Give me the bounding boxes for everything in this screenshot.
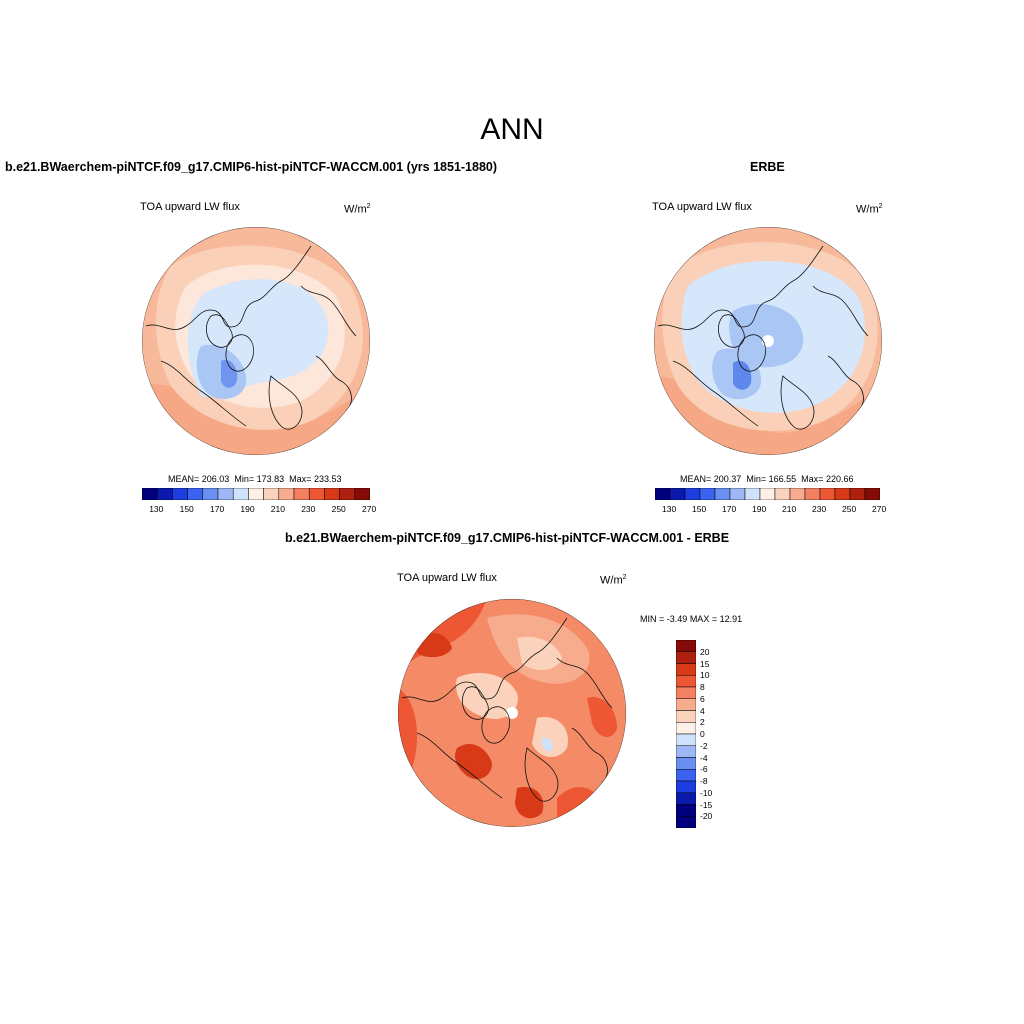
right-units-label: W/m2 [856,203,883,216]
right-case-title: ERBE [750,160,785,174]
colorbar-tick-label: -15 [700,799,713,810]
colorbar-tick-label: 8 [700,682,705,692]
colorbar-swatch [676,663,696,676]
colorbar-swatch [669,488,686,500]
colorbar-swatch [834,488,851,500]
colorbar-tick-label: 130 [662,504,677,514]
colorbar-tick-label: 4 [700,705,705,716]
colorbar-tick-label: 130 [149,504,164,514]
colorbar-tick-label: 150 [692,504,707,514]
colorbar-swatch [864,488,880,500]
colorbar-swatch [699,488,716,500]
colorbar-swatch [684,488,701,500]
left-colorbar-ticks: 130 150 170 190 210 230 250 270 [142,504,376,516]
colorbar-swatch [142,488,158,500]
colorbar-swatch [849,488,866,500]
colorbar-tick-label: -2 [700,740,708,751]
colorbar-tick-label: 15 [700,658,710,669]
colorbar-swatch [676,757,696,770]
colorbar-swatch [789,488,806,500]
colorbar-swatch [729,488,746,500]
page-title: ANN [480,113,544,146]
colorbar-swatch [759,488,776,500]
left-case-title: b.e21.BWaerchem-piNTCF.f09_g17.CMIP6-his… [5,160,498,174]
colorbar-tick-label: 250 [331,504,346,514]
colorbar-swatch [676,651,696,664]
colorbar-swatch [774,488,791,500]
colorbar-swatch [676,816,696,828]
diff-colorbar-ticks: 20 15 10 8 6 4 2 0 -2 -4 -6 -8 -10 -15 -20 [700,640,740,828]
colorbar-tick-label: 230 [301,504,316,514]
colorbar-swatch [804,488,821,500]
right-colorbar [655,488,880,500]
colorbar-tick-label: -20 [700,811,713,822]
colorbar-swatch [354,488,370,500]
colorbar-swatch [676,640,696,652]
colorbar-swatch [217,488,234,500]
colorbar-tick-label: -8 [700,776,708,786]
colorbar-swatch [232,488,249,500]
colorbar-tick-label: 170 [722,504,737,514]
left-variable-label: TOA upward LW flux [140,201,240,213]
colorbar-swatch [278,488,295,500]
colorbar-swatch [308,488,325,500]
colorbar-swatch [744,488,761,500]
right-polar-map [654,227,882,455]
colorbar-swatch [676,722,696,735]
colorbar-swatch [676,804,696,817]
colorbar-swatch [263,488,280,500]
colorbar-swatch [714,488,731,500]
colorbar-swatch [676,686,696,699]
colorbar-swatch [187,488,204,500]
colorbar-tick-label: 210 [270,504,285,514]
colorbar-swatch [676,698,696,711]
colorbar-tick-label: 150 [179,504,194,514]
colorbar-swatch [655,488,671,500]
colorbar-swatch [676,710,696,723]
colorbar-swatch [676,733,696,746]
colorbar-tick-label: 2 [700,717,705,728]
colorbar-swatch [324,488,340,500]
colorbar-swatch [676,769,696,782]
diff-polar-map [398,599,626,827]
colorbar-tick-label: 0 [700,729,705,739]
diff-units-label: W/m2 [600,574,627,587]
colorbar-tick-label: 270 [362,504,377,514]
left-stats: MEAN= 206.03 Min= 173.83 Max= 233.53 [168,474,342,484]
colorbar-swatch [293,488,310,500]
colorbar-swatch [676,780,696,793]
diff-variable-label: TOA upward LW flux [397,572,497,584]
colorbar-tick-label: -6 [700,764,708,775]
diff-case-title: b.e21.BWaerchem-piNTCF.f09_g17.CMIP6-his… [285,531,730,545]
colorbar-swatch [819,488,836,500]
colorbar-swatch [676,675,696,688]
colorbar-tick-label: 270 [872,504,887,514]
right-colorbar-ticks: 130 150 170 190 210 230 250 270 [655,504,886,516]
right-variable-label: TOA upward LW flux [652,201,752,213]
colorbar-tick-label: 210 [782,504,797,514]
colorbar-tick-label: 10 [700,670,710,681]
left-colorbar [142,488,370,500]
left-units-label: W/m2 [344,203,371,216]
left-polar-map [142,227,370,455]
right-stats: MEAN= 200.37 Min= 166.55 Max= 220.66 [680,474,854,484]
colorbar-tick-label: 250 [842,504,857,514]
colorbar-swatch [172,488,188,500]
colorbar-tick-label: 20 [700,646,710,657]
colorbar-swatch [676,745,696,758]
colorbar-tick-label: -10 [700,787,713,798]
colorbar-tick-label: 6 [700,693,705,704]
diff-colorbar [676,640,696,828]
colorbar-tick-label: 190 [240,504,255,514]
diff-minmax: MIN = -3.49 MAX = 12.91 [640,614,743,624]
colorbar-swatch [339,488,356,500]
colorbar-swatch [248,488,264,500]
colorbar-tick-label: -4 [700,752,708,763]
colorbar-tick-label: 230 [812,504,827,514]
colorbar-swatch [156,488,173,500]
colorbar-swatch [676,792,696,805]
colorbar-tick-label: 190 [752,504,767,514]
colorbar-tick-label: 170 [210,504,225,514]
colorbar-swatch [202,488,219,500]
